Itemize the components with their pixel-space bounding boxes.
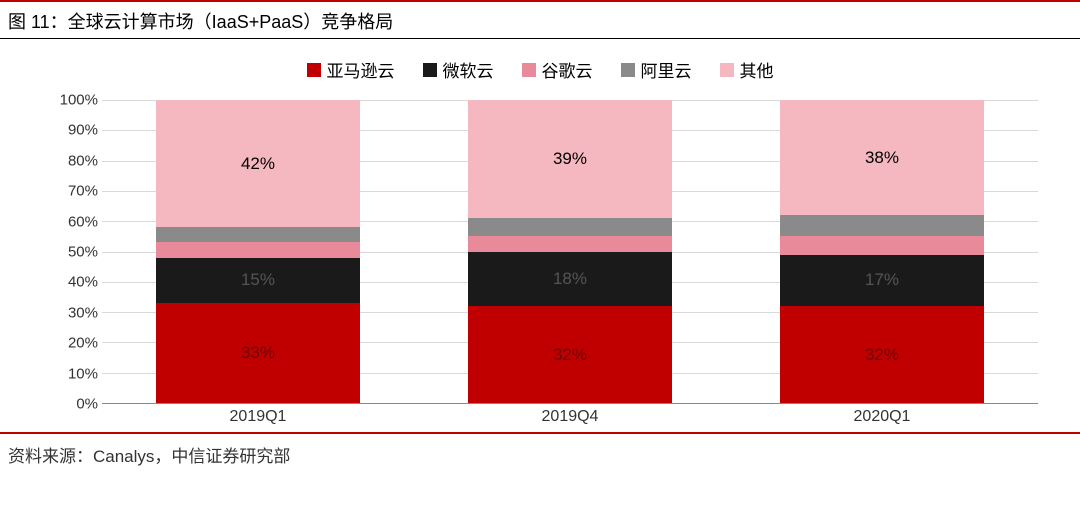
legend-item-other: 其他 [720,57,774,82]
legend-label-other: 其他 [740,57,774,82]
x-tick-label: 2019Q1 [136,408,379,432]
legend-swatch-azure [423,63,437,77]
bar-segment-ali [156,227,360,242]
legend-label-gcp: 谷歌云 [542,57,593,82]
bar-group: 33%15% 42% [136,100,379,403]
bar-segment-other: 39% [468,100,672,218]
legend-swatch-other [720,63,734,77]
figure-container: 图 11：全球云计算市场（IaaS+PaaS）竞争格局 亚马逊云 微软云 谷歌云 阿里… [0,0,1080,523]
legend-item-gcp: 谷歌云 [522,57,593,82]
y-tick-label: 10% [30,365,98,382]
bars-container: 33%15%42%32%18%39%32%17%38% [102,100,1038,403]
legend-item-azure: 微软云 [423,57,494,82]
bar-segment-other: 42% [156,100,360,227]
y-tick-label: 0% [30,396,98,413]
bar-segment-aws: 32% [468,306,672,403]
legend-swatch-ali [621,63,635,77]
bar-segment-ali [468,218,672,236]
bar-segment-azure: 15% [156,258,360,303]
legend-swatch-aws [307,63,321,77]
bar-segment-aws: 32% [780,306,984,403]
y-tick-label: 30% [30,304,98,321]
bar-segment-aws: 33% [156,303,360,403]
bar-segment-other: 38% [780,100,984,215]
y-tick-label: 40% [30,274,98,291]
bar-segment-gcp [156,242,360,257]
y-tick-label: 80% [30,152,98,169]
x-axis-labels: 2019Q1 2019Q4 2020Q1 [102,408,1038,432]
bar-segment-gcp [468,236,672,251]
figure-title-bar: 图 11：全球云计算市场（IaaS+PaaS）竞争格局 [0,0,1080,39]
x-tick-label: 2019Q4 [448,408,691,432]
legend-item-aws: 亚马逊云 [307,57,395,82]
bar-segment-azure: 18% [468,252,672,307]
x-tick-label: 2020Q1 [760,408,1003,432]
y-tick-label: 70% [30,183,98,200]
y-tick-label: 50% [30,244,98,261]
bar-segment-ali [780,215,984,236]
bar-stack: 32%17% 38% [780,100,984,403]
chart-area: 33%15%42%32%18%39%32%17%38% 0%10%20%30%4… [30,92,1050,432]
y-tick-label: 90% [30,122,98,139]
y-tick-label: 100% [30,92,98,109]
chart-legend: 亚马逊云 微软云 谷歌云 阿里云 其他 [0,39,1080,92]
legend-swatch-gcp [522,63,536,77]
y-tick-label: 60% [30,213,98,230]
bar-group: 32%18% 39% [448,100,691,403]
bar-stack: 33%15% 42% [156,100,360,403]
bar-group: 32%17% 38% [760,100,1003,403]
figure-source: 资料来源：Canalys，中信证券研究部 [0,432,1080,467]
bar-segment-azure: 17% [780,255,984,307]
legend-item-ali: 阿里云 [621,57,692,82]
bar-segment-gcp [780,236,984,254]
figure-title: 图 11：全球云计算市场（IaaS+PaaS）竞争格局 [8,12,393,32]
y-tick-label: 20% [30,335,98,352]
legend-label-azure: 微软云 [443,57,494,82]
source-text: 资料来源：Canalys，中信证券研究部 [8,447,290,466]
plot-area: 33%15%42%32%18%39%32%17%38% [102,100,1038,404]
legend-label-ali: 阿里云 [641,57,692,82]
bar-stack: 32%18% 39% [468,100,672,403]
legend-label-aws: 亚马逊云 [327,57,395,82]
